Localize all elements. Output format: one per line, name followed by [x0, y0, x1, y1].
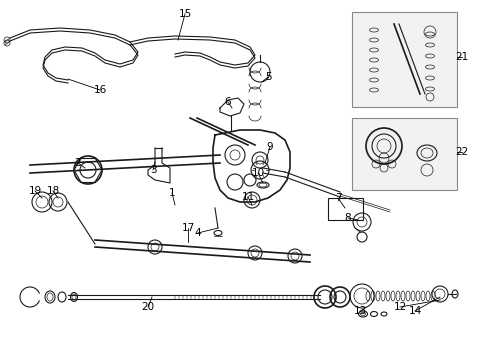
- Text: 15: 15: [178, 9, 191, 19]
- Text: 16: 16: [93, 85, 106, 95]
- Bar: [351, 118, 456, 190]
- Text: 17: 17: [181, 223, 194, 233]
- Text: 12: 12: [392, 302, 406, 312]
- Text: 10: 10: [251, 168, 264, 178]
- Text: 21: 21: [454, 52, 468, 62]
- Text: 13: 13: [353, 306, 366, 316]
- Text: 19: 19: [28, 186, 41, 196]
- Text: 8: 8: [344, 213, 350, 223]
- Bar: [351, 12, 456, 107]
- Bar: [327, 198, 362, 220]
- Text: 22: 22: [454, 147, 468, 157]
- Text: 4: 4: [194, 228, 201, 238]
- Text: 6: 6: [224, 97, 231, 107]
- Text: 7: 7: [334, 193, 341, 203]
- Text: 1: 1: [168, 188, 175, 198]
- Text: 3: 3: [149, 165, 156, 175]
- Text: 9: 9: [266, 142, 273, 152]
- Text: 11: 11: [241, 192, 254, 202]
- Text: 20: 20: [141, 302, 154, 312]
- Text: 5: 5: [264, 72, 271, 82]
- Text: 18: 18: [46, 186, 60, 196]
- Text: 14: 14: [407, 306, 421, 316]
- Text: 2: 2: [75, 158, 81, 168]
